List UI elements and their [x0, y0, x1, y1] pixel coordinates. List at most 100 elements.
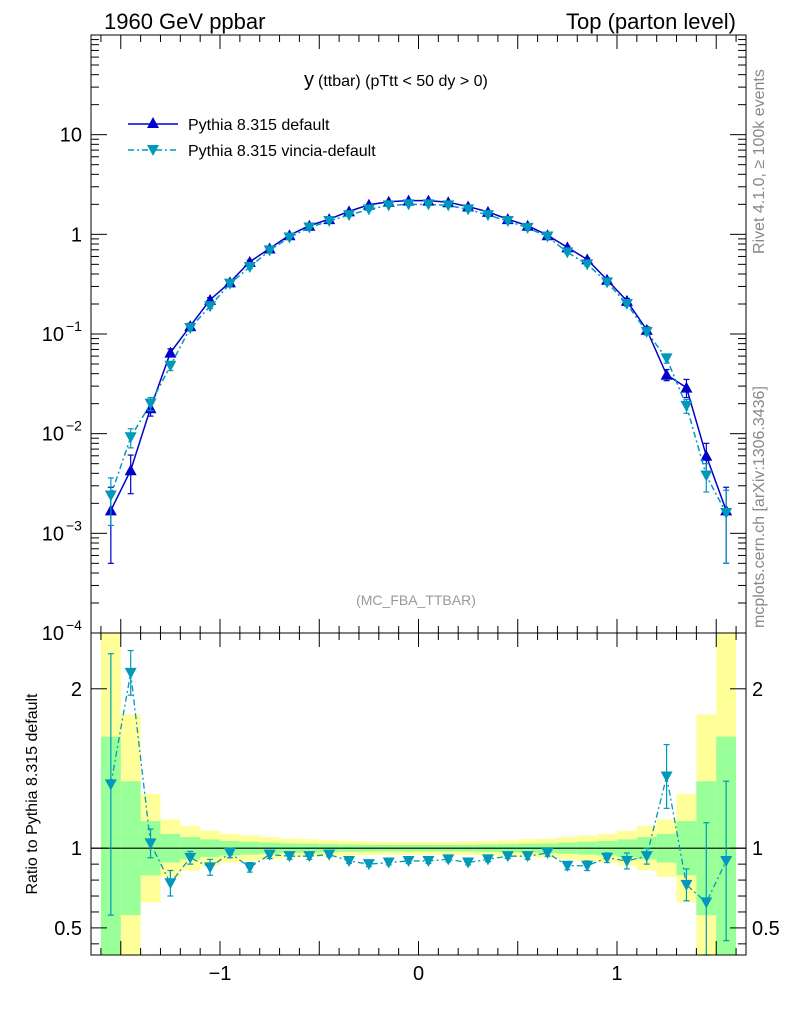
- data-point-vincia: [303, 222, 316, 234]
- ratio-data-point: [640, 851, 653, 863]
- legend-label-default: Pythia 8.315 default: [188, 117, 330, 134]
- data-point-default: [124, 464, 137, 476]
- ratio-data-point: [343, 855, 356, 867]
- ratio-data-point: [561, 860, 574, 872]
- ratio-data-point: [283, 851, 296, 863]
- header-left-title: 1960 GeV ppbar: [104, 9, 265, 34]
- ratio-data-point: [521, 851, 534, 863]
- analysis-watermark: (MC_FBA_TTBAR): [356, 592, 476, 608]
- data-point-vincia: [481, 210, 494, 222]
- ratio-data-point: [720, 855, 733, 867]
- data-point-vincia: [422, 199, 435, 211]
- main-y-tick-label: 10: [42, 623, 64, 645]
- ratio-data-point: [184, 852, 197, 864]
- ratio-x-axis: −1 0 1: [100, 633, 737, 985]
- data-point-vincia: [382, 200, 395, 212]
- ratio-plot: 2 2 1 1 0.5 0.5 −1 0 1 Ratio to Pythia 8.315 de…: [24, 632, 780, 985]
- ratio-data-point: [223, 847, 236, 859]
- ratio-y-tick-label-right: 2: [752, 679, 763, 701]
- ratio-data-point: [263, 849, 276, 861]
- ratio-y-axis-label: Ratio to Pythia 8.315 default: [24, 693, 41, 895]
- legend: Pythia 8.315 default Pythia 8.315 vincia…: [128, 117, 376, 160]
- data-point-vincia: [561, 247, 574, 259]
- data-point-default: [660, 368, 673, 380]
- main-plot-content: [104, 194, 733, 564]
- ratio-data-point: [501, 851, 514, 863]
- ratio-y-tick-label-right: 1: [752, 838, 763, 860]
- ratio-y-axis: 2 2 1 1 0.5 0.5: [54, 679, 780, 945]
- data-point-vincia: [700, 470, 713, 482]
- data-point-vincia: [601, 277, 614, 289]
- main-y-tick-label: 10: [60, 125, 82, 147]
- ratio-data-point: [442, 854, 455, 866]
- data-point-vincia: [164, 360, 177, 372]
- data-point-vincia: [541, 231, 554, 243]
- ratio-data-point: [204, 862, 217, 874]
- data-point-vincia: [104, 490, 117, 502]
- main-y-tick-label: 10: [42, 523, 64, 545]
- ratio-plot-content: [91, 633, 746, 956]
- data-point-vincia: [720, 507, 733, 519]
- ratio-x-tick-label: −1: [209, 963, 232, 985]
- data-point-vincia: [462, 204, 475, 216]
- ratio-x-tick-label: 1: [611, 963, 622, 985]
- series-line-default: [110, 199, 727, 511]
- data-point-vincia: [343, 210, 356, 222]
- main-y-tick-exponent: −3: [66, 517, 82, 533]
- ratio-data-point: [581, 860, 594, 872]
- data-point-vincia: [521, 222, 534, 234]
- data-point-vincia: [620, 298, 633, 310]
- data-point-vincia: [640, 326, 653, 338]
- ratio-data-point: [323, 849, 336, 861]
- ratio-data-point: [243, 862, 256, 874]
- data-point-vincia: [263, 245, 276, 257]
- data-point-vincia: [323, 216, 336, 228]
- ratio-data-point: [541, 847, 554, 859]
- ratio-series-line: [110, 672, 727, 904]
- plot-title-rest: (ttbar) (pTtt < 50 dy > 0): [318, 73, 488, 90]
- plot-title-y: y: [304, 69, 314, 91]
- data-point-default: [680, 381, 693, 393]
- ratio-data-point: [660, 771, 673, 783]
- data-point-vincia: [660, 353, 673, 365]
- data-point-vincia: [402, 199, 415, 211]
- ratio-data-point: [164, 878, 177, 890]
- data-point-vincia: [283, 232, 296, 244]
- data-point-vincia: [124, 432, 137, 444]
- mcplots-label: mcplots.cern.ch [arXiv:1306.3436]: [751, 386, 768, 628]
- data-point-default: [164, 346, 177, 358]
- main-y-tick-exponent: −2: [66, 418, 82, 434]
- ratio-data-point: [382, 857, 395, 869]
- data-point-vincia: [680, 400, 693, 412]
- main-y-tick-exponent: −1: [66, 318, 82, 334]
- ratio-data-point: [700, 897, 713, 909]
- main-y-tick-label: 10: [42, 424, 64, 446]
- data-point-vincia: [223, 278, 236, 290]
- data-point-vincia: [362, 204, 375, 216]
- data-point-vincia: [581, 259, 594, 271]
- ratio-data-point: [144, 838, 157, 850]
- legend-marker-vincia: [147, 145, 159, 156]
- ratio-data-point: [481, 854, 494, 866]
- data-point-vincia: [442, 200, 455, 212]
- rivet-version-label: Rivet 4.1.0, ≥ 100k events: [751, 69, 768, 254]
- ratio-data-point: [362, 859, 375, 871]
- ratio-data-point: [680, 879, 693, 891]
- ratio-data-point: [124, 667, 137, 679]
- data-point-vincia: [144, 398, 157, 410]
- data-point-vincia: [243, 262, 256, 274]
- data-point-vincia: [501, 216, 514, 228]
- ratio-data-point: [462, 857, 475, 869]
- ratio-data-point: [303, 851, 316, 863]
- ratio-x-tick-label: 0: [413, 963, 424, 985]
- data-point-vincia: [204, 301, 217, 313]
- ratio-y-tick-label-left: 0.5: [54, 918, 82, 940]
- ratio-plot-frame: [90, 632, 747, 956]
- ratio-data-point: [104, 779, 117, 791]
- ratio-data-point: [422, 855, 435, 867]
- main-x-ticks: [100, 35, 737, 633]
- ratio-data-point: [620, 855, 633, 867]
